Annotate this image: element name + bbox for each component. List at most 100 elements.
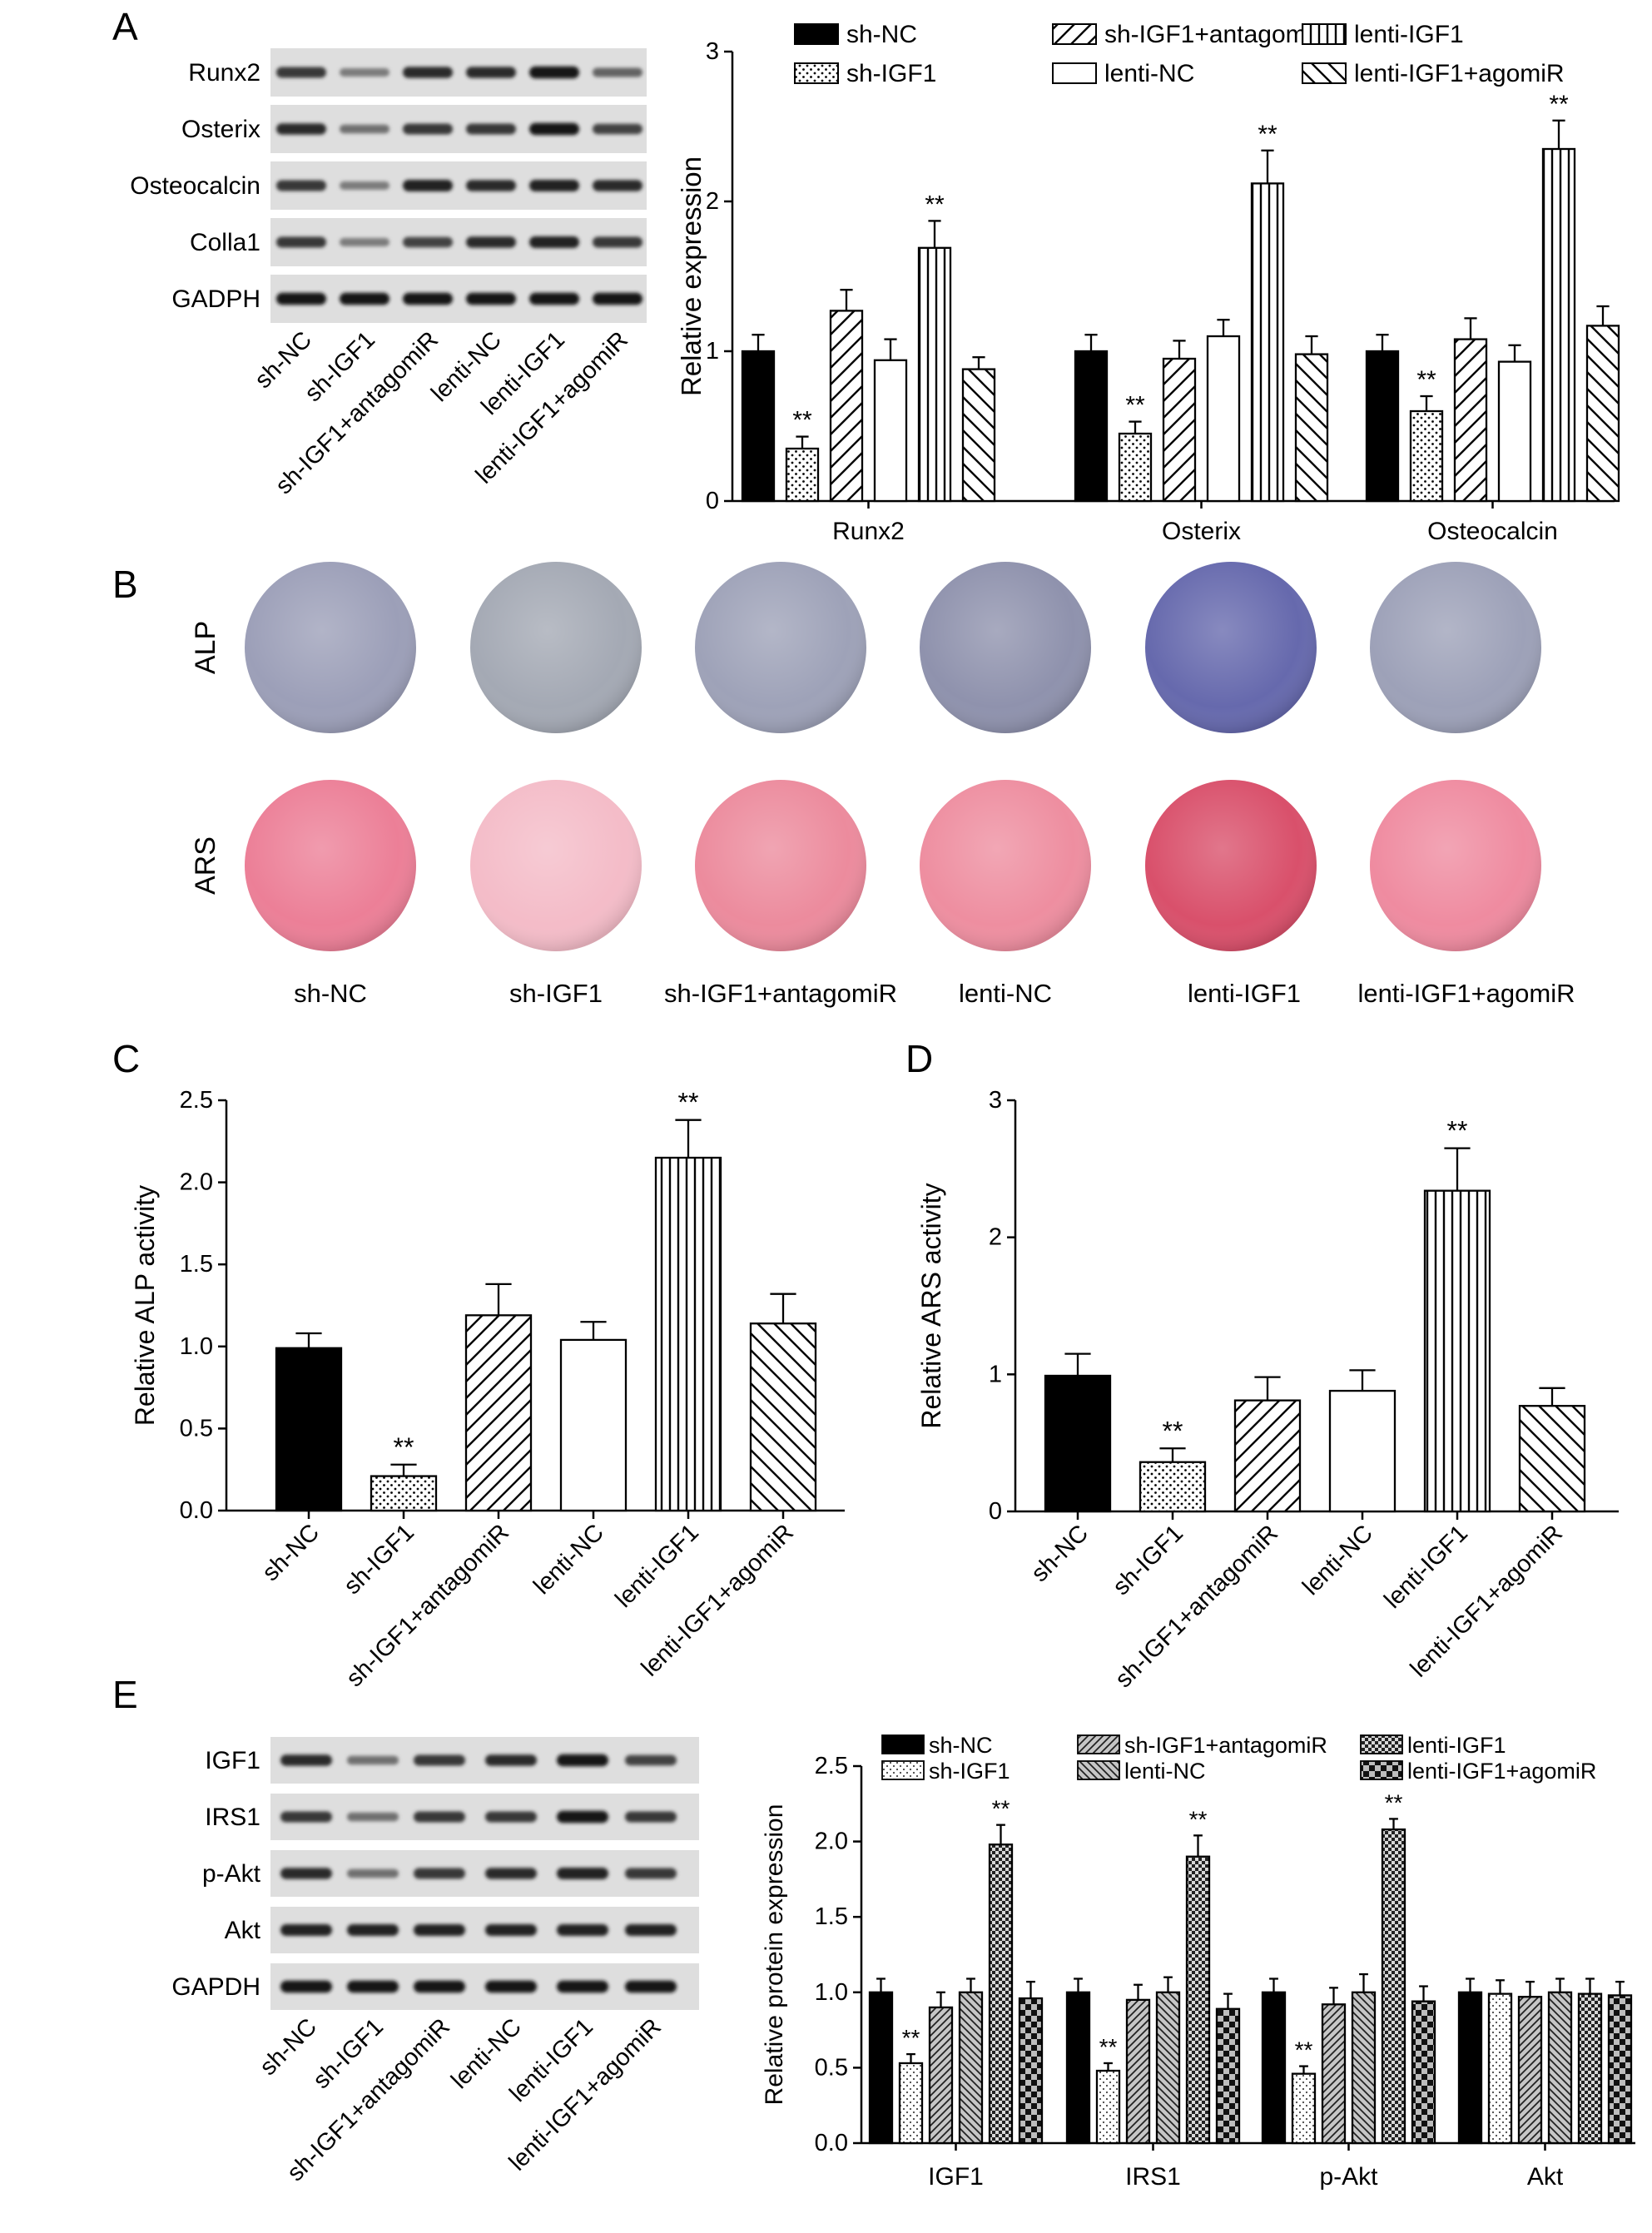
blot-band xyxy=(625,1868,677,1879)
bar xyxy=(654,1156,722,1512)
stain-row-label: ALP xyxy=(190,621,221,674)
blot-row-label: Osterix xyxy=(181,116,260,143)
y-tick-label: 1.5 xyxy=(180,1251,213,1278)
blot-band xyxy=(593,180,642,191)
blot-strip xyxy=(270,218,647,266)
legend-swatch xyxy=(1360,1734,1403,1754)
bar xyxy=(1321,2003,1347,2145)
x-category-label: Osteocalcin xyxy=(1427,518,1558,545)
bar xyxy=(1409,409,1444,503)
panel-label-e: E xyxy=(112,1673,138,1716)
blot-band xyxy=(557,1868,608,1879)
bar xyxy=(1095,2069,1121,2145)
bar-chart-a: 0 1 2 3 Relative expression ** ** Runx2 ** ** Oste… xyxy=(676,21,1620,545)
blot-row-label: Runx2 xyxy=(188,59,260,87)
x-category-label: p-Akt xyxy=(1319,2163,1378,2191)
bar xyxy=(1074,350,1109,503)
blot-band xyxy=(466,180,516,191)
stain-well-shading xyxy=(695,562,866,733)
bar xyxy=(1423,1189,1491,1513)
blot-row-label: IGF1 xyxy=(205,1747,260,1774)
x-category-label: IRS1 xyxy=(1125,2163,1181,2191)
blot-row-label: GAPDH xyxy=(171,1973,260,2001)
blot-band xyxy=(414,1811,465,1823)
stain-well-shading xyxy=(1370,562,1541,733)
blot-band xyxy=(529,236,579,248)
significance-marker: ** xyxy=(678,1088,699,1118)
blot-strip xyxy=(270,105,647,153)
bar xyxy=(1185,1855,1211,2145)
blot-band xyxy=(276,292,326,305)
stain-well-shading xyxy=(920,562,1091,733)
legend-label: lenti-NC xyxy=(1104,60,1194,87)
legend-label: sh-NC xyxy=(846,21,917,48)
significance-marker: ** xyxy=(992,1796,1010,1822)
y-tick-label: 2.0 xyxy=(180,1169,213,1196)
y-tick-label: 2 xyxy=(706,188,719,215)
bar xyxy=(275,1347,343,1512)
bar xyxy=(1518,1405,1586,1513)
bar-chart-e: 0.0 0.5 1.0 1.5 2.0 2.5 Relative protein expre… xyxy=(761,1733,1635,2191)
bar xyxy=(741,350,776,503)
bar xyxy=(749,1322,817,1512)
bar xyxy=(1411,2000,1436,2145)
significance-marker: ** xyxy=(394,1432,414,1462)
x-category-label: lenti-IGF1 xyxy=(610,1519,704,1613)
x-category-label: lenti-NC xyxy=(528,1519,609,1600)
bar xyxy=(370,1475,438,1512)
blot-band xyxy=(593,123,642,135)
bar xyxy=(1585,325,1620,503)
significance-marker: ** xyxy=(792,407,812,434)
bar xyxy=(1541,147,1576,503)
stain-well-shading xyxy=(1145,562,1317,733)
bar xyxy=(1365,350,1400,503)
blot-band xyxy=(557,1810,608,1824)
blot-band xyxy=(276,236,326,248)
y-tick-label: 3 xyxy=(706,38,719,65)
blot-row-label: Akt xyxy=(225,1917,261,1944)
bar xyxy=(1065,1991,1091,2145)
blot-band xyxy=(276,67,326,78)
bar xyxy=(1517,1996,1543,2145)
y-tick-label: 2.5 xyxy=(180,1087,213,1114)
blot-band xyxy=(485,1754,537,1766)
bar xyxy=(898,2062,924,2145)
legend-swatch xyxy=(1360,1760,1403,1780)
blot-row-label: GADPH xyxy=(171,285,260,313)
blot-band xyxy=(414,1924,465,1936)
x-category-label: sh-NC xyxy=(1026,1520,1094,1587)
stain-group-label: sh-IGF1 xyxy=(509,979,603,1008)
significance-marker: ** xyxy=(1385,1789,1403,1815)
blot-row-label: Osteocalcin xyxy=(130,172,260,200)
blot-band xyxy=(340,68,389,77)
y-tick-label: 1 xyxy=(706,338,719,365)
blot-band xyxy=(529,180,579,191)
legend-label: lenti-IGF1 xyxy=(1354,21,1464,48)
significance-marker: ** xyxy=(1189,1806,1208,1832)
bar xyxy=(785,447,820,503)
blot-band xyxy=(280,1811,332,1823)
x-category-label: sh-IGF1 xyxy=(1108,1520,1188,1600)
bar xyxy=(1291,2072,1317,2145)
blot-row-label: IRS1 xyxy=(205,1804,260,1831)
blot-band xyxy=(625,1754,677,1766)
x-category-label: Osterix xyxy=(1162,518,1241,545)
blot-band xyxy=(403,67,453,78)
blot-band xyxy=(403,180,453,191)
legend-label: lenti-NC xyxy=(1124,1759,1206,1784)
bar xyxy=(961,368,996,503)
x-category-label: sh-IGF1+antagomiR xyxy=(1110,1520,1283,1693)
legend-label: sh-IGF1+antagomiR xyxy=(1124,1733,1327,1758)
panel-label-d: D xyxy=(905,1037,933,1080)
stain-well-shading xyxy=(470,562,642,733)
y-axis-title: Relative protein expression xyxy=(761,1804,788,2106)
blot-band xyxy=(557,1924,608,1936)
blot-band xyxy=(625,1924,677,1936)
bar xyxy=(1125,1998,1151,2145)
blot-band xyxy=(414,1868,465,1879)
blot-strip xyxy=(270,275,647,323)
y-tick-label: 2.5 xyxy=(815,1753,848,1779)
blot-band xyxy=(347,1924,399,1936)
legend-swatch xyxy=(881,1760,925,1780)
bar xyxy=(1381,1828,1406,2145)
